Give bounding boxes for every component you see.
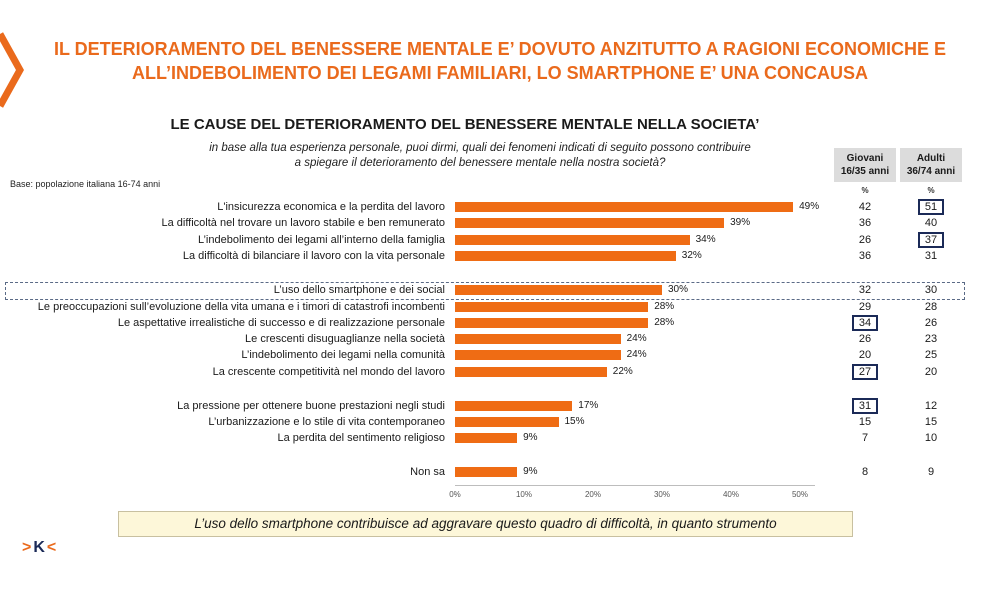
bar (455, 350, 621, 360)
x-tick-label: 10% (515, 490, 532, 499)
x-axis-line (455, 485, 815, 486)
column-header-adulti-name: Adulti (916, 153, 946, 164)
adulti-value: 12 (924, 400, 938, 412)
bar (455, 218, 725, 228)
x-tick-label: 40% (722, 490, 739, 499)
adulti-value: 23 (924, 333, 938, 345)
bar-value-label: 32% (681, 250, 702, 261)
bar-value-label: 28% (654, 317, 675, 328)
giovani-value: 26 (858, 234, 872, 246)
category-label: L'insicurezza economica e la perdita del… (217, 201, 445, 213)
bar (455, 235, 690, 245)
x-tick-label: 0% (449, 490, 461, 499)
column-header-adulti-age: 36/74 anni (906, 166, 956, 177)
category-label: La perdita del sentimento religioso (277, 432, 445, 444)
category-label: L’uso dello smartphone e dei social (273, 284, 445, 296)
column-header-giovani: Giovani 16/35 anni (834, 148, 896, 182)
base-note: Base: popolazione italiana 16-74 anni (10, 179, 161, 189)
adulti-value: 51 (918, 199, 944, 215)
bar-value-label: 17% (578, 400, 599, 411)
adulti-value: 10 (924, 432, 938, 444)
giovani-value: 29 (858, 301, 872, 313)
page-title-line-1: IL DETERIORAMENTO DEL BENESSERE MENTALE … (53, 39, 947, 59)
giovani-value: 20 (858, 349, 872, 361)
category-label: Non sa (410, 466, 445, 478)
bar (455, 285, 662, 295)
bar (455, 467, 518, 477)
adulti-value: 28 (924, 301, 938, 313)
giovani-value: 36 (858, 250, 872, 262)
conclusion-note: L’uso dello smartphone contribuisce ad a… (118, 511, 853, 537)
adulti-value: 20 (924, 366, 938, 378)
bar-value-label: 28% (654, 301, 675, 312)
giovani-value: 26 (858, 333, 872, 345)
column-header-adulti: Adulti 36/74 anni (900, 148, 962, 182)
bar-value-label: 9% (523, 466, 538, 477)
adulti-value: 26 (924, 317, 938, 329)
bar (455, 433, 518, 443)
category-label: La difficoltà di bilanciare il lavoro co… (182, 250, 445, 262)
bar (455, 302, 649, 312)
logo-chevron-left: < (46, 539, 59, 556)
bar (455, 401, 573, 411)
giovani-value: 7 (861, 432, 869, 444)
bar-value-label: 39% (730, 217, 751, 228)
question-text: in base alla tua esperienza personale, p… (150, 141, 810, 171)
giovani-value: 42 (858, 201, 872, 213)
bar-value-label: 49% (799, 201, 820, 212)
bar (455, 251, 676, 261)
giovani-value: 8 (861, 466, 869, 478)
bar (455, 367, 607, 377)
adulti-value: 9 (927, 466, 935, 478)
adulti-value: 30 (924, 284, 938, 296)
giovani-value: 31 (852, 398, 878, 414)
column-header-giovani-name: Giovani (846, 153, 884, 164)
brand-logo: >K< (22, 539, 58, 557)
category-label: L’indebolimento dei legami all’interno d… (197, 234, 445, 246)
bar-value-label: 30% (668, 284, 689, 295)
x-tick-label: 30% (653, 490, 670, 499)
category-label: Le aspettative irrealistiche di successo… (117, 317, 445, 329)
bar (455, 202, 794, 212)
bar (455, 318, 649, 328)
giovani-value: 36 (858, 217, 872, 229)
bar-value-label: 15% (564, 416, 585, 427)
x-tick-label: 50% (791, 490, 808, 499)
bar-value-label: 22% (612, 366, 633, 377)
bar-value-label: 34% (695, 234, 716, 245)
x-tick-label: 20% (584, 490, 601, 499)
giovani-value: 15 (858, 416, 872, 428)
adulti-value: 25 (924, 349, 938, 361)
column-unit-adulti: % (927, 186, 935, 195)
question-line-1: in base alla tua esperienza personale, p… (209, 142, 751, 154)
category-label: La difficoltà nel trovare un lavoro stab… (161, 217, 445, 229)
category-label: Le preoccupazioni sull’evoluzione della … (37, 301, 445, 313)
bar-value-label: 24% (626, 349, 647, 360)
column-header-giovani-age: 16/35 anni (840, 166, 890, 177)
category-label: L’urbanizzazione e lo stile di vita cont… (208, 416, 445, 428)
logo-letter: K (33, 539, 47, 556)
brand-chevron-icon (0, 32, 25, 108)
adulti-value: 37 (918, 232, 944, 248)
adulti-value: 15 (924, 416, 938, 428)
adulti-value: 31 (924, 250, 938, 262)
smartphone-row-highlight (5, 282, 965, 300)
giovani-value: 27 (852, 364, 878, 380)
category-label: Le crescenti disuguaglianze nella societ… (245, 333, 445, 345)
adulti-value: 40 (924, 217, 938, 229)
bar-value-label: 9% (523, 432, 538, 443)
bar (455, 334, 621, 344)
category-label: L’indebolimento dei legami nella comunit… (241, 349, 445, 361)
chart-title: LE CAUSE DEL DETERIORAMENTO DEL BENESSER… (170, 116, 760, 133)
column-unit-giovani: % (861, 186, 869, 195)
bar-value-label: 24% (626, 333, 647, 344)
question-line-2: a spiegare il deterioramento del benesse… (294, 157, 666, 169)
giovani-value: 34 (852, 315, 878, 331)
category-label: La pressione per ottenere buone prestazi… (177, 400, 445, 412)
page-title-line-2: ALL’INDEBOLIMENTO DEI LEGAMI FAMILIARI, … (131, 63, 868, 83)
giovani-value: 32 (858, 284, 872, 296)
category-label: La crescente competitività nel mondo del… (212, 366, 445, 378)
bar (455, 417, 559, 427)
logo-chevron-right: > (22, 539, 34, 556)
